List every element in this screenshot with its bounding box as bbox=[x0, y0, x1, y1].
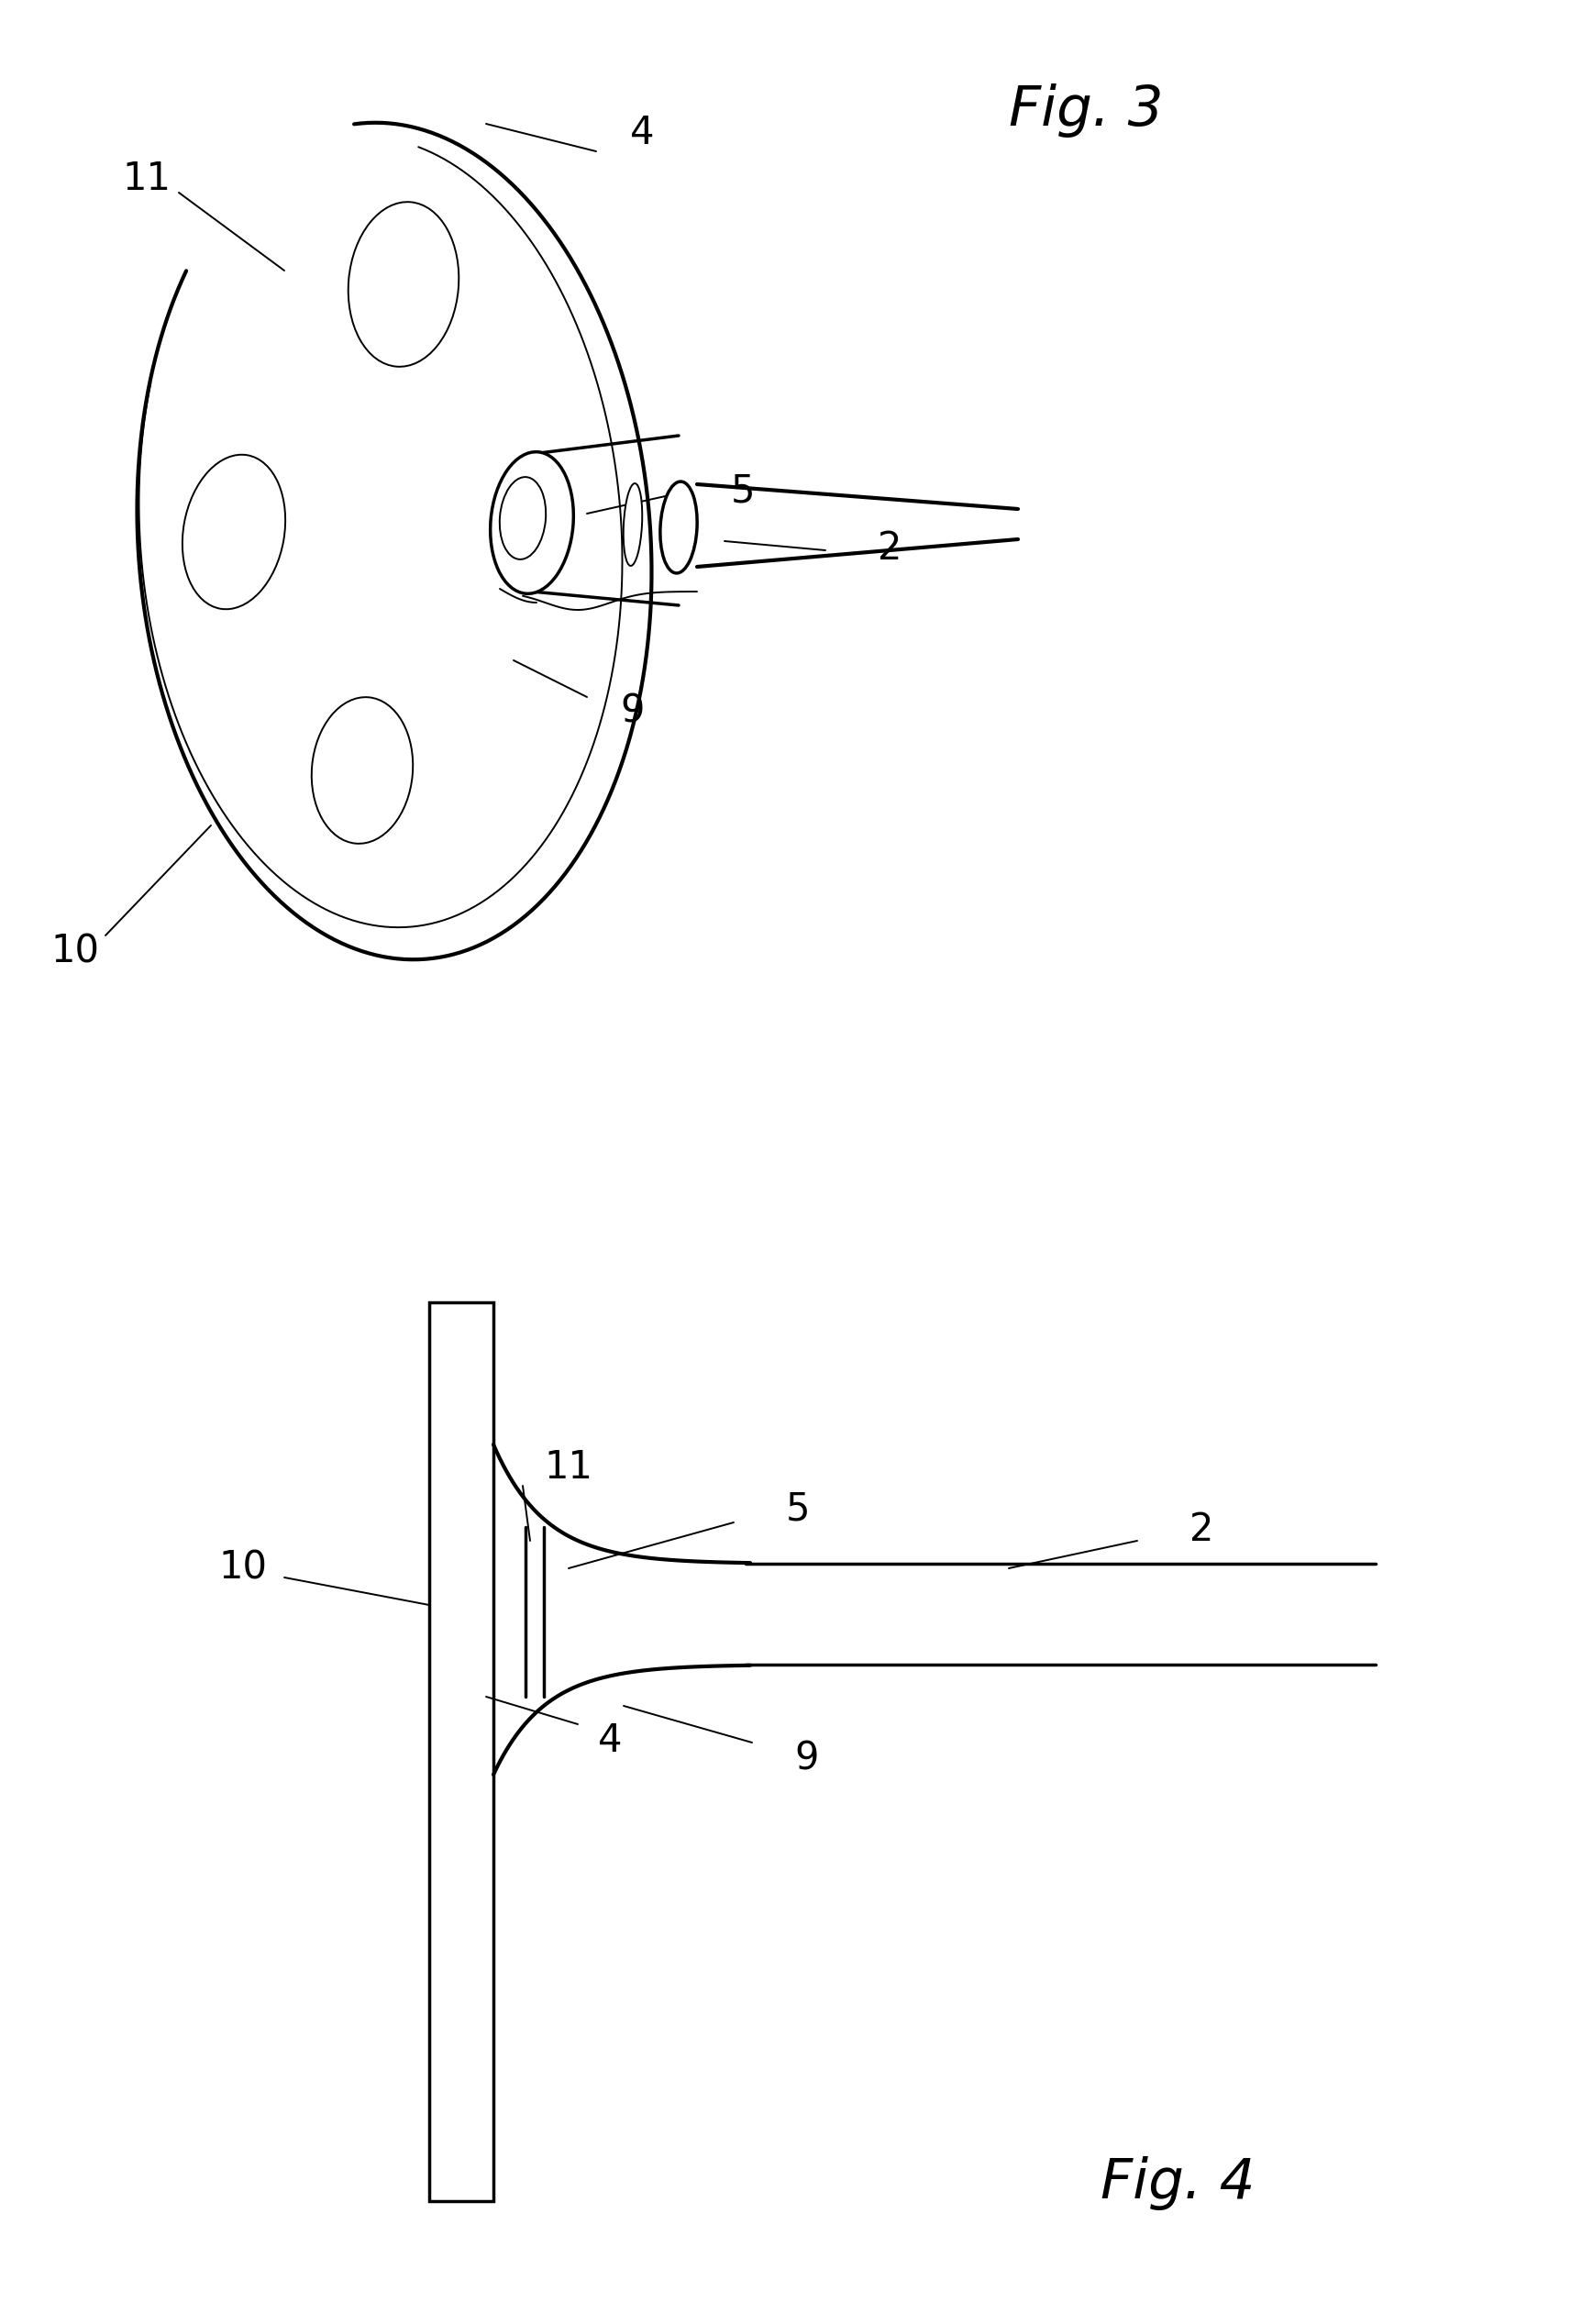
Text: Fig. 4: Fig. 4 bbox=[1101, 2157, 1255, 2210]
Ellipse shape bbox=[182, 456, 286, 609]
Ellipse shape bbox=[490, 451, 573, 593]
Text: 5: 5 bbox=[786, 1490, 811, 1527]
Text: 10: 10 bbox=[218, 1550, 267, 1587]
Text: 10: 10 bbox=[50, 932, 99, 971]
Text: Fig. 3: Fig. 3 bbox=[1009, 84, 1164, 137]
Text: 5: 5 bbox=[731, 472, 756, 509]
Text: 9: 9 bbox=[795, 1741, 818, 1778]
Ellipse shape bbox=[500, 476, 545, 560]
Ellipse shape bbox=[349, 202, 459, 367]
Ellipse shape bbox=[311, 697, 413, 844]
Ellipse shape bbox=[624, 483, 643, 565]
Bar bbox=[429, 1301, 493, 2201]
Text: 11: 11 bbox=[123, 160, 171, 198]
Text: 9: 9 bbox=[621, 693, 646, 730]
Ellipse shape bbox=[660, 481, 698, 574]
Text: 11: 11 bbox=[544, 1448, 592, 1487]
Text: 2: 2 bbox=[1189, 1511, 1213, 1550]
Text: 4: 4 bbox=[630, 114, 654, 153]
Text: 2: 2 bbox=[878, 530, 902, 567]
Text: 4: 4 bbox=[597, 1722, 622, 1759]
